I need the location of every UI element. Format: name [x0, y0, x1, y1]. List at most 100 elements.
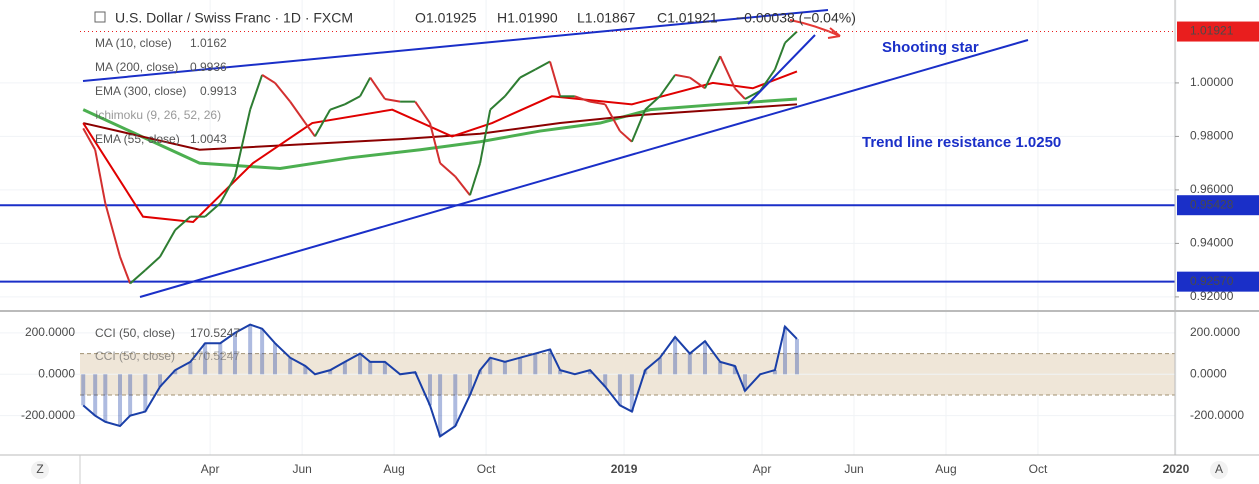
price-segment [234, 109, 252, 177]
collapse-icon[interactable] [94, 11, 106, 23]
indicator-legend: MA (200, close) [95, 60, 178, 74]
button-label[interactable]: Z [36, 462, 43, 476]
price-label: 1.01921 [1190, 24, 1234, 38]
ohlc: C1.01921 [657, 10, 718, 26]
price-segment [159, 229, 177, 258]
price-segment [82, 127, 97, 151]
price-segment [574, 95, 591, 103]
annotation: Trend line resistance 1.0250 [862, 134, 1061, 151]
price-segment [479, 109, 492, 164]
indicator-line [82, 103, 798, 151]
price-segment [439, 162, 456, 178]
price-segment [734, 87, 746, 100]
ohlc: H1.01990 [497, 10, 558, 26]
x-tick-label: Oct [477, 462, 496, 476]
button-label[interactable]: A [1215, 462, 1223, 476]
button[interactable] [31, 461, 49, 479]
x-tick-label: Aug [935, 462, 956, 476]
indicator-value: 1.0162 [190, 36, 227, 50]
cci-legend: CCI (50, close) [95, 326, 175, 340]
cci-legend-value: 170.5247 [190, 326, 240, 340]
price-segment [249, 74, 264, 110]
indicator-value: 0.9913 [200, 84, 237, 98]
indicator-line [82, 70, 798, 224]
price-segment [744, 90, 761, 100]
y-tick-label: 0.98000 [1190, 129, 1234, 143]
price-segment [174, 215, 192, 231]
indicator-line [82, 97, 798, 171]
ohlc: O1.01925 [415, 10, 477, 26]
price-segment [274, 82, 291, 103]
price-segment [759, 68, 776, 92]
channel-line [747, 34, 816, 105]
price-segment [104, 203, 121, 258]
price-segment [414, 101, 431, 124]
price-segment [534, 60, 551, 71]
price-segment [504, 76, 521, 97]
cci-legend: CCI (50, close) [95, 349, 175, 363]
price-segment [644, 95, 661, 111]
ohlc: L1.01867 [577, 10, 636, 26]
price-segment [519, 68, 536, 79]
x-tick-label: 2019 [611, 462, 638, 476]
annotation: Shooting star [882, 39, 979, 56]
x-tick-label: Jun [292, 462, 311, 476]
price-segment [129, 269, 146, 285]
price-segment [469, 162, 482, 196]
price-segment [704, 55, 722, 89]
price-segment [549, 61, 562, 97]
y-tick-label: -200.0000 [21, 408, 75, 422]
cci-line [82, 323, 798, 438]
price-label: 0.95428 [1190, 197, 1234, 211]
price-segment [489, 95, 506, 111]
price-segment [719, 55, 736, 89]
x-tick-label: Aug [383, 462, 404, 476]
price-segment [304, 122, 316, 137]
price-segment [94, 149, 107, 204]
y-tick-label: -200.0000 [1190, 408, 1244, 422]
indicator-value: 0.9936 [190, 60, 227, 74]
x-tick-label: 2020 [1163, 462, 1190, 476]
price-segment [344, 95, 361, 106]
price-segment [314, 109, 332, 137]
change: −0.00038 (−0.04%) [736, 10, 856, 26]
price-segment [689, 76, 706, 90]
y-tick-label: 0.94000 [1190, 236, 1234, 250]
price-segment [119, 256, 132, 284]
y-tick-label: 200.0000 [25, 325, 75, 339]
price-segment [604, 103, 621, 132]
price-segment [384, 97, 401, 103]
price-segment [630, 109, 647, 143]
price-segment [359, 77, 372, 97]
price-segment [289, 101, 307, 124]
symbol: U.S. Dollar / Swiss Franc · 1D · FXCM [115, 10, 353, 26]
indicator-value: 1.0043 [190, 132, 227, 146]
price-segment [454, 175, 471, 196]
y-tick-label: 1.00000 [1190, 75, 1234, 89]
y-tick-label: 200.0000 [1190, 325, 1240, 339]
price-segment [144, 256, 161, 271]
indicator-legend: Ichimoku (9, 26, 52, 26) [95, 108, 221, 122]
price-label-box [1177, 271, 1259, 292]
price-segment [589, 100, 606, 106]
lower-trend-line [139, 39, 1029, 298]
price-label: 0.92570 [1190, 274, 1234, 288]
y-tick-label: 0.0000 [38, 366, 75, 380]
price-segment [369, 77, 386, 100]
price-segment [329, 103, 346, 111]
price-segment [261, 74, 276, 84]
x-tick-label: Oct [1029, 462, 1048, 476]
button[interactable] [1210, 461, 1228, 479]
indicator-legend: EMA (55, close) [95, 132, 180, 146]
price-segment [204, 202, 221, 218]
price-label-box [1177, 21, 1259, 42]
arrow [789, 19, 841, 39]
price-segment [773, 42, 786, 70]
indicator-legend: MA (10, close) [95, 36, 172, 50]
price-segment [659, 74, 676, 97]
x-tick-label: Apr [201, 462, 220, 476]
y-tick-label: 0.96000 [1190, 182, 1234, 196]
y-tick-label: 0.92000 [1190, 289, 1234, 303]
price-label-box [1177, 195, 1259, 216]
